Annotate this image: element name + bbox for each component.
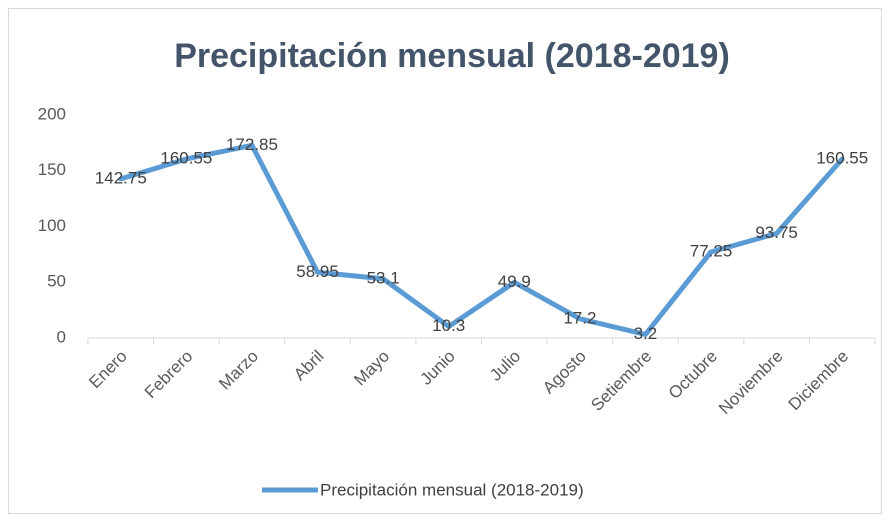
data-label: 58.95 bbox=[296, 262, 339, 281]
data-label: 10.3 bbox=[432, 316, 465, 335]
y-tick-label: 50 bbox=[47, 272, 66, 291]
data-label: 49.9 bbox=[498, 272, 531, 291]
legend-label: Precipitación mensual (2018-2019) bbox=[320, 480, 584, 499]
data-label: 160.55 bbox=[816, 148, 868, 167]
data-label: 142.75 bbox=[95, 168, 147, 187]
y-tick-label: 150 bbox=[38, 160, 66, 179]
chart-frame bbox=[8, 8, 882, 514]
y-tick-label: 200 bbox=[38, 104, 66, 123]
data-label: 77.25 bbox=[690, 241, 733, 260]
data-label: 53.1 bbox=[367, 268, 400, 287]
chart-title: Precipitación mensual (2018-2019) bbox=[174, 37, 730, 75]
y-tick-label: 0 bbox=[57, 327, 66, 346]
data-label: 17.2 bbox=[563, 308, 596, 327]
data-label: 172.85 bbox=[226, 135, 278, 154]
data-label: 3.2 bbox=[634, 324, 658, 343]
data-line bbox=[118, 142, 845, 337]
data-label: 93.75 bbox=[755, 223, 798, 242]
y-tick-label: 100 bbox=[38, 216, 66, 235]
data-label: 160.55 bbox=[160, 148, 212, 167]
